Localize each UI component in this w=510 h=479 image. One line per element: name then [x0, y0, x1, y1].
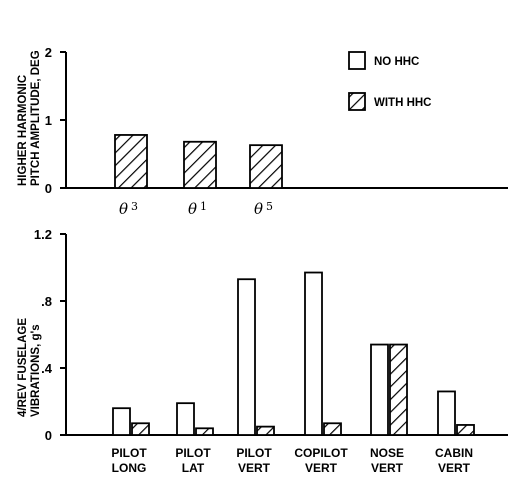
- bottom-category-labels: PILOTLONGPILOTLATPILOTVERTCOPILOTVERTNOS…: [111, 446, 473, 475]
- bottom-bars: [112, 271, 475, 436]
- bottom-category-label: VERT: [438, 461, 471, 475]
- bottom-category-label: NOSE: [370, 446, 404, 460]
- bottom-y-axis-label: 4/REV FUSELAGE VIBRATIONS, g's: [17, 318, 42, 417]
- bottom-bar-no-hhc: [112, 407, 131, 436]
- top-y-axis-label-line-2: PITCH AMPLITUDE, DEG: [30, 50, 42, 186]
- legend: NO HHC WITH HHC: [348, 51, 432, 111]
- bottom-bar-no-hhc: [437, 390, 456, 436]
- theta-subscript: 1: [200, 200, 207, 213]
- bottom-y-tick-label: .4: [41, 361, 53, 376]
- top-y-tick-label: 1: [45, 113, 52, 128]
- theta-symbol: θ: [254, 200, 263, 218]
- legend-swatch-no-hhc: [348, 51, 366, 70]
- bottom-category-label: VERT: [371, 461, 404, 475]
- bottom-y-tick-label: .8: [41, 294, 52, 309]
- bottom-category-label: CABIN: [435, 446, 473, 460]
- theta-subscript: 5: [266, 200, 273, 213]
- top-chart: HIGHER HARMONIC PITCH AMPLITUDE, DEG 0 1 2…: [17, 45, 508, 218]
- bottom-category-label: LONG: [112, 461, 147, 475]
- top-y-ticks: 0 1 2: [45, 45, 66, 196]
- bottom-bar-with-hhc: [256, 425, 275, 436]
- bottom-y-axis-label-line-1: 4/REV FUSELAGE: [17, 318, 29, 417]
- top-y-axis-label-line-1: HIGHER HARMONIC: [17, 75, 29, 186]
- bottom-chart: 4/REV FUSELAGE VIBRATIONS, g's 0.4.81.2 …: [17, 227, 508, 475]
- top-bar-with-hhc: [114, 134, 148, 189]
- legend-label-with-hhc: WITH HHC: [374, 97, 432, 109]
- bottom-category-label: LAT: [182, 461, 205, 475]
- bottom-bar-with-hhc: [389, 343, 408, 436]
- top-bar-with-hhc: [183, 140, 217, 189]
- legend-label-no-hhc: NO HHC: [374, 56, 419, 68]
- bottom-bar-no-hhc: [370, 343, 389, 436]
- bottom-bar-no-hhc: [304, 271, 323, 436]
- bottom-bar-no-hhc: [237, 278, 256, 436]
- bottom-bar-with-hhc: [323, 422, 342, 436]
- theta-subscript: 3: [131, 200, 138, 213]
- top-y-axis-label: HIGHER HARMONIC PITCH AMPLITUDE, DEG: [17, 50, 42, 186]
- theta-symbol: θ: [188, 200, 197, 218]
- bottom-category-label: PILOT: [111, 446, 147, 460]
- bottom-y-axis-label-line-2: VIBRATIONS, g's: [30, 324, 42, 417]
- top-y-tick-label: 0: [45, 181, 52, 196]
- bottom-category-label: PILOT: [175, 446, 211, 460]
- bottom-category-label: VERT: [305, 461, 338, 475]
- theta-symbol: θ: [119, 200, 128, 218]
- top-y-tick-label: 2: [45, 45, 52, 60]
- bottom-y-tick-label: 1.2: [34, 227, 52, 242]
- bottom-y-ticks: 0 .4 .8 1.2: [34, 227, 66, 443]
- top-bars: [114, 134, 283, 189]
- bottom-bar-with-hhc: [131, 422, 150, 436]
- top-bar-with-hhc: [249, 144, 283, 189]
- bottom-y-tick-label: 0: [45, 428, 52, 443]
- bottom-bar-with-hhc: [195, 427, 214, 436]
- bottom-bar-with-hhc: [456, 424, 475, 436]
- bottom-bar-no-hhc: [176, 402, 195, 436]
- bottom-category-label: VERT: [238, 461, 271, 475]
- bottom-category-label: COPILOT: [294, 446, 348, 460]
- legend-swatch-with-hhc: [348, 92, 366, 111]
- bottom-category-label: PILOT: [236, 446, 272, 460]
